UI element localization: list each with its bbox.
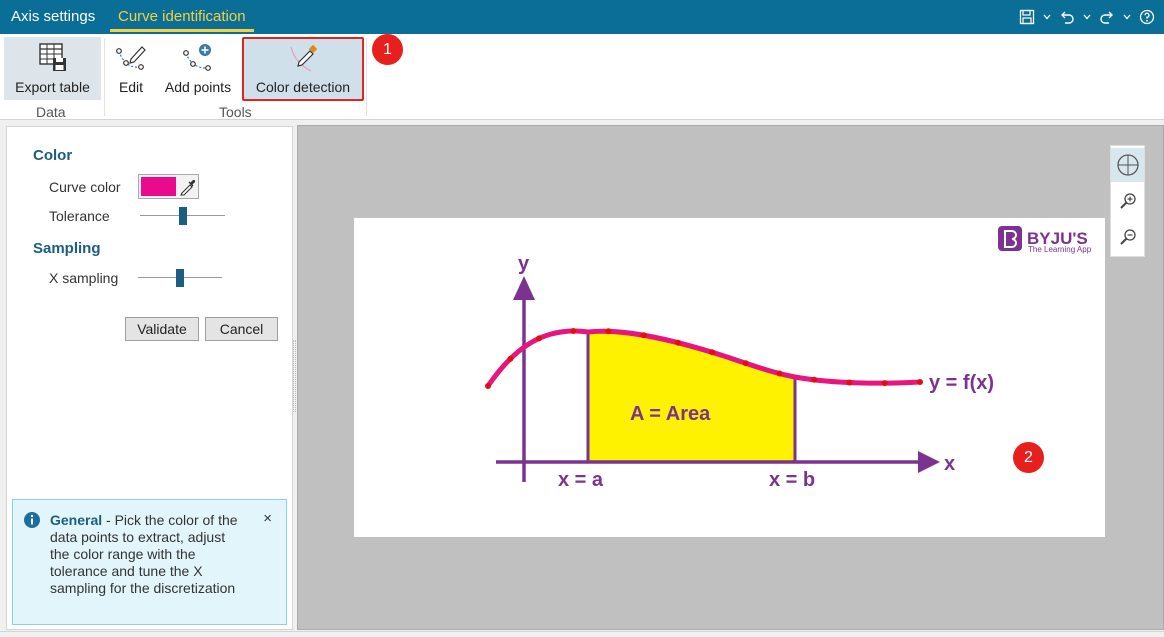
detected-point[interactable] <box>640 332 647 339</box>
ribbon-group-tools: Tools <box>219 104 252 120</box>
sampling-section-title: Sampling <box>33 240 101 257</box>
y-axis-label: y <box>518 253 530 275</box>
detected-point[interactable] <box>846 379 853 386</box>
zoom-out-button[interactable] <box>1111 220 1144 254</box>
ribbon-divider <box>366 38 367 116</box>
detected-point[interactable] <box>507 355 514 362</box>
curve-label: y = f(x) <box>929 372 994 394</box>
curve-color-picker[interactable] <box>138 174 199 199</box>
curve-color-swatch[interactable] <box>141 177 176 196</box>
info-message: - Pick the color of the data points to e… <box>50 512 238 596</box>
pan-tool-button[interactable] <box>1111 148 1144 182</box>
help-icon[interactable] <box>1138 8 1156 26</box>
zoom-in-icon <box>1119 193 1136 209</box>
detected-point[interactable] <box>485 383 491 389</box>
x-sampling-label: X sampling <box>49 270 119 286</box>
redo-dropdown-chevron-icon[interactable] <box>1122 8 1132 26</box>
save-icon[interactable] <box>1018 8 1036 26</box>
color-section-title: Color <box>33 147 73 164</box>
color-detection-button[interactable]: Color detection <box>242 37 364 101</box>
area-under-curve-figure: BYJU'S The Learning App y x y = f(x) A =… <box>485 226 1092 491</box>
shaded-area <box>588 331 795 461</box>
ribbon-divider <box>104 38 105 116</box>
detected-point[interactable] <box>881 380 888 387</box>
detected-point[interactable] <box>536 335 542 342</box>
zoom-toolbar <box>1110 145 1145 257</box>
logo-main-text: BYJU'S <box>1027 229 1088 248</box>
byjus-logo: BYJU'S The Learning App <box>998 226 1092 254</box>
x-sampling-slider[interactable] <box>138 269 222 287</box>
detected-point[interactable] <box>917 379 923 385</box>
save-dropdown-chevron-icon[interactable] <box>1042 8 1052 26</box>
x-axis-arrow <box>918 451 940 473</box>
detected-point[interactable] <box>605 328 612 335</box>
tab-axis-settings[interactable]: Axis settings <box>11 8 96 25</box>
edit-curve-icon <box>116 46 146 70</box>
logo-sub-text: The Learning App <box>1028 245 1092 254</box>
edit-label: Edit <box>118 79 144 95</box>
tolerance-slider-thumb[interactable] <box>179 207 187 225</box>
redo-icon[interactable] <box>1098 8 1116 26</box>
color-detection-label: Color detection <box>255 79 351 95</box>
tolerance-slider[interactable] <box>140 207 225 225</box>
function-curve <box>485 328 921 388</box>
detected-point[interactable] <box>776 370 783 377</box>
b-bound-label: x = b <box>769 469 815 491</box>
quick-access-toolbar <box>1018 0 1156 34</box>
undo-dropdown-chevron-icon[interactable] <box>1082 8 1092 26</box>
title-bar: Axis settings Curve identification <box>0 0 1164 34</box>
detected-point[interactable] <box>811 376 818 383</box>
validate-button[interactable]: Validate <box>125 317 199 341</box>
a-bound-label: x = a <box>558 469 604 491</box>
panel-splitter-handle[interactable] <box>293 340 296 412</box>
add-points-label: Add points <box>164 79 232 95</box>
y-axis-arrow <box>513 276 535 300</box>
info-title: General <box>50 512 103 528</box>
export-table-button[interactable]: Export table <box>4 37 101 100</box>
detected-points <box>485 328 923 389</box>
undo-icon[interactable] <box>1058 8 1076 26</box>
zoom-in-button[interactable] <box>1111 184 1144 218</box>
area-label: A = Area <box>630 403 711 425</box>
eyedropper-icon[interactable] <box>179 178 197 196</box>
ribbon: Export table Edit Add points <box>0 34 1164 120</box>
digitized-image[interactable]: BYJU'S The Learning App y x y = f(x) A =… <box>354 218 1105 537</box>
x-axis-label: x <box>944 453 955 475</box>
detected-point[interactable] <box>742 360 749 367</box>
image-canvas[interactable]: BYJU'S The Learning App y x y = f(x) A =… <box>297 125 1164 630</box>
curve-color-label: Curve color <box>49 179 121 195</box>
add-points-button[interactable]: Add points <box>158 37 238 100</box>
annotation-badge-1: 1 <box>372 34 403 65</box>
status-strip <box>0 631 1164 637</box>
info-close-icon[interactable]: × <box>263 510 272 527</box>
tolerance-label: Tolerance <box>49 208 110 224</box>
color-detection-icon <box>290 44 318 72</box>
info-icon <box>24 512 40 528</box>
detected-point[interactable] <box>709 349 716 356</box>
annotation-badge-2: 2 <box>1013 442 1044 473</box>
export-table-label: Export table <box>15 79 90 95</box>
curve-settings-panel: Color Curve color Tolerance Sampling X s… <box>6 126 293 630</box>
tab-curve-identification[interactable]: Curve identification <box>110 0 254 34</box>
info-text: General - Pick the color of the data poi… <box>50 512 240 597</box>
detected-point[interactable] <box>675 339 682 346</box>
detected-point[interactable] <box>570 328 577 334</box>
info-box: General - Pick the color of the data poi… <box>12 499 287 625</box>
ribbon-group-data: Data <box>36 104 66 120</box>
export-table-icon <box>38 43 66 71</box>
zoom-out-icon <box>1119 229 1136 245</box>
crosshair-icon <box>1116 154 1139 176</box>
x-sampling-slider-thumb[interactable] <box>176 269 184 287</box>
add-points-icon <box>183 44 211 71</box>
edit-button[interactable]: Edit <box>108 37 154 100</box>
cancel-button[interactable]: Cancel <box>205 317 278 341</box>
